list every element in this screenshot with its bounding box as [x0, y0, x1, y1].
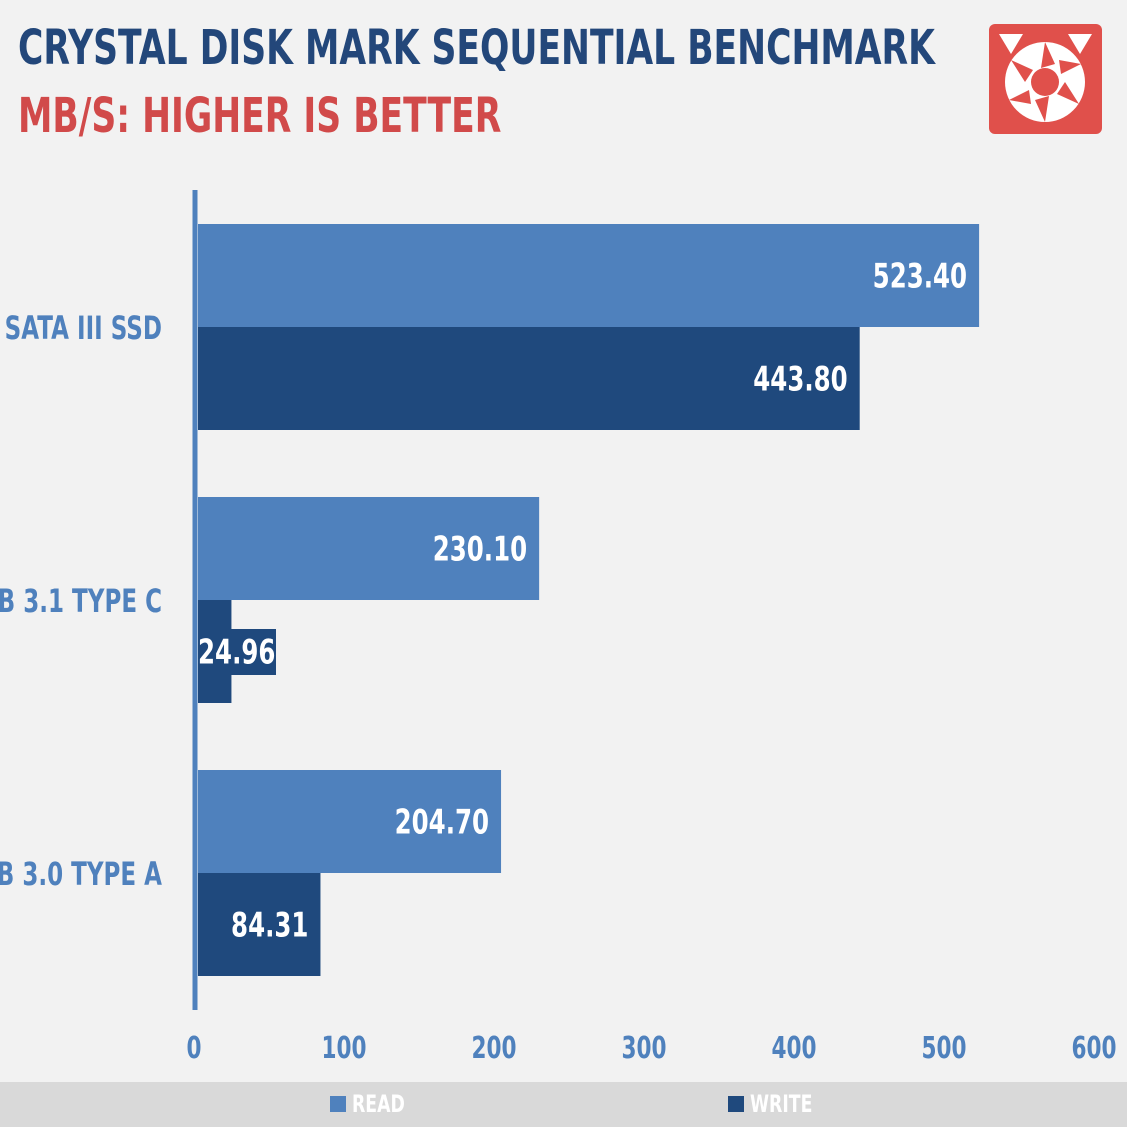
bar-write-0 [198, 327, 860, 430]
legend-swatch-read [330, 1096, 346, 1112]
bar-read-2 [198, 770, 502, 873]
bar-read-1 [198, 497, 540, 600]
data-label-write-2: 84.31 [231, 906, 308, 945]
legend-item-write: WRITE [728, 1086, 837, 1122]
x-tick-label-500: 500 [921, 1032, 966, 1066]
category-label-0: SATA III SSD [5, 309, 162, 347]
x-tick-label-300: 300 [621, 1032, 666, 1066]
category-label-1: USB 3.1 TYPE C [0, 582, 162, 620]
legend-item-read: READ [330, 1086, 425, 1122]
legend-swatch-write [728, 1096, 744, 1112]
x-tick-label-200: 200 [471, 1032, 516, 1066]
legend-label-read: READ [352, 1090, 405, 1118]
legend [0, 1082, 1127, 1127]
bar-write-2 [198, 873, 321, 976]
data-label-read-1: 230.10 [433, 530, 527, 569]
bar-read-0 [198, 224, 980, 327]
data-label-read-2: 204.70 [395, 803, 489, 842]
camera-aperture-icon [989, 24, 1102, 134]
data-label-write-0: 443.80 [753, 360, 847, 399]
x-tick-label-400: 400 [771, 1032, 816, 1066]
x-tick-label-100: 100 [321, 1032, 366, 1066]
data-label-backing-write-1 [198, 629, 276, 675]
legend-label-write: WRITE [750, 1090, 813, 1118]
data-label-write-1: 24.96 [198, 633, 275, 672]
chart-title: CRYSTAL DISK MARK SEQUENTIAL BENCHMARK [18, 20, 935, 76]
category-label-2: USB 3.0 TYPE A [0, 855, 162, 893]
data-label-read-0: 523.40 [873, 257, 967, 296]
x-tick-label-600: 600 [1071, 1032, 1116, 1066]
chart-subtitle: MB/S: HIGHER IS BETTER [18, 88, 502, 144]
bar-chart: 523.40 230.10 204.70 443.80 24.96 84.31 SATA I… [0, 190, 1117, 1066]
x-tick-label-0: 0 [186, 1032, 201, 1066]
